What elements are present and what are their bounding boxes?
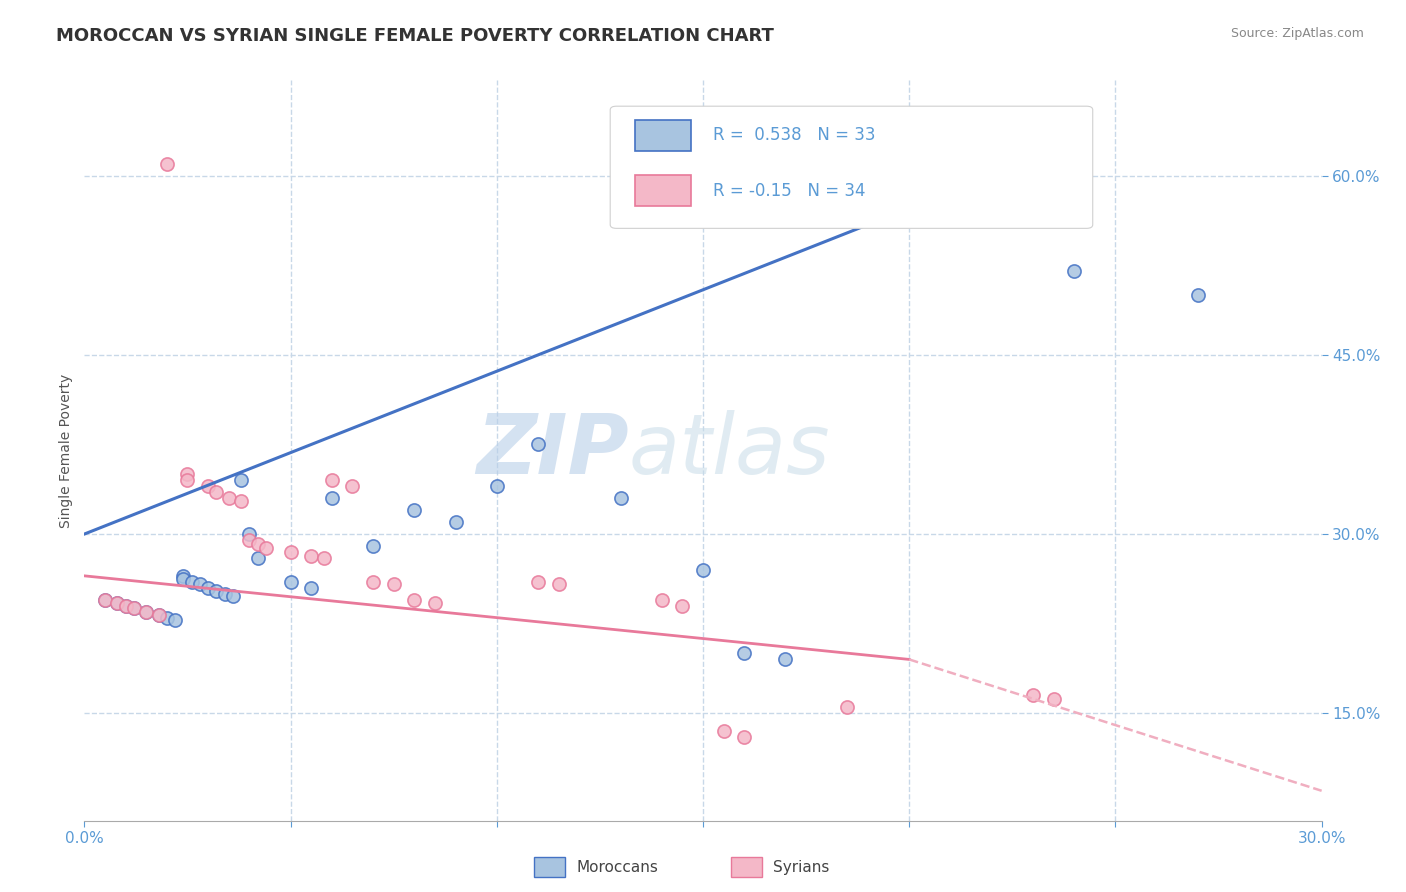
Point [218,491,240,506]
FancyBboxPatch shape [610,106,1092,228]
Point [105,596,128,610]
FancyBboxPatch shape [636,175,690,206]
Point [165,613,187,627]
Point [94,592,117,607]
Point [172,569,194,583]
Point [361,539,384,553]
Point [485,479,508,493]
Point [404,592,426,607]
Point [148,608,170,623]
Point [527,574,550,589]
Text: R = -0.15   N = 34: R = -0.15 N = 34 [713,182,866,200]
Text: atlas: atlas [628,410,831,491]
Point [382,577,405,591]
Point [299,549,322,563]
Point [254,541,277,556]
Point [176,467,198,482]
Text: Moroccans: Moroccans [576,860,658,874]
Point [1187,288,1209,302]
Point [222,589,245,603]
Point [114,599,136,613]
Point [229,473,252,487]
Point [105,596,128,610]
FancyBboxPatch shape [636,120,690,151]
Point [692,563,714,577]
Point [205,485,228,500]
Point [713,724,735,739]
Text: Source: ZipAtlas.com: Source: ZipAtlas.com [1230,27,1364,40]
Point [1022,688,1045,702]
Point [651,592,673,607]
Point [1063,264,1085,278]
Point [404,503,426,517]
Point [361,574,384,589]
Point [321,473,343,487]
Point [280,574,302,589]
Text: MOROCCAN VS SYRIAN SINGLE FEMALE POVERTY CORRELATION CHART: MOROCCAN VS SYRIAN SINGLE FEMALE POVERTY… [56,27,775,45]
Text: R =  0.538   N = 33: R = 0.538 N = 33 [713,126,876,145]
Point [671,599,693,613]
Point [527,437,550,451]
Point [246,536,269,550]
Point [148,608,170,623]
Point [156,157,179,171]
Point [156,610,179,624]
Point [837,700,859,714]
Point [733,647,755,661]
Point [444,515,467,529]
Point [205,584,228,599]
Point [197,581,219,595]
Point [1042,691,1064,706]
Text: Syrians: Syrians [773,860,830,874]
Point [188,577,211,591]
Point [238,533,260,547]
Text: ZIP: ZIP [477,410,628,491]
Point [775,652,797,666]
Point [122,601,145,615]
Point [135,605,157,619]
Point [238,527,260,541]
Point [609,491,631,506]
Point [229,493,252,508]
Point [312,550,335,565]
Point [342,479,364,493]
Point [122,601,145,615]
Point [280,545,302,559]
Point [172,573,194,587]
Point [114,599,136,613]
Point [321,491,343,506]
Point [180,574,202,589]
Point [197,479,219,493]
Y-axis label: Single Female Poverty: Single Female Poverty [59,374,73,527]
Point [547,577,569,591]
Point [94,592,117,607]
Point [214,587,236,601]
Point [176,473,198,487]
Point [423,596,446,610]
Point [246,550,269,565]
Point [733,730,755,744]
Point [135,605,157,619]
Point [299,581,322,595]
